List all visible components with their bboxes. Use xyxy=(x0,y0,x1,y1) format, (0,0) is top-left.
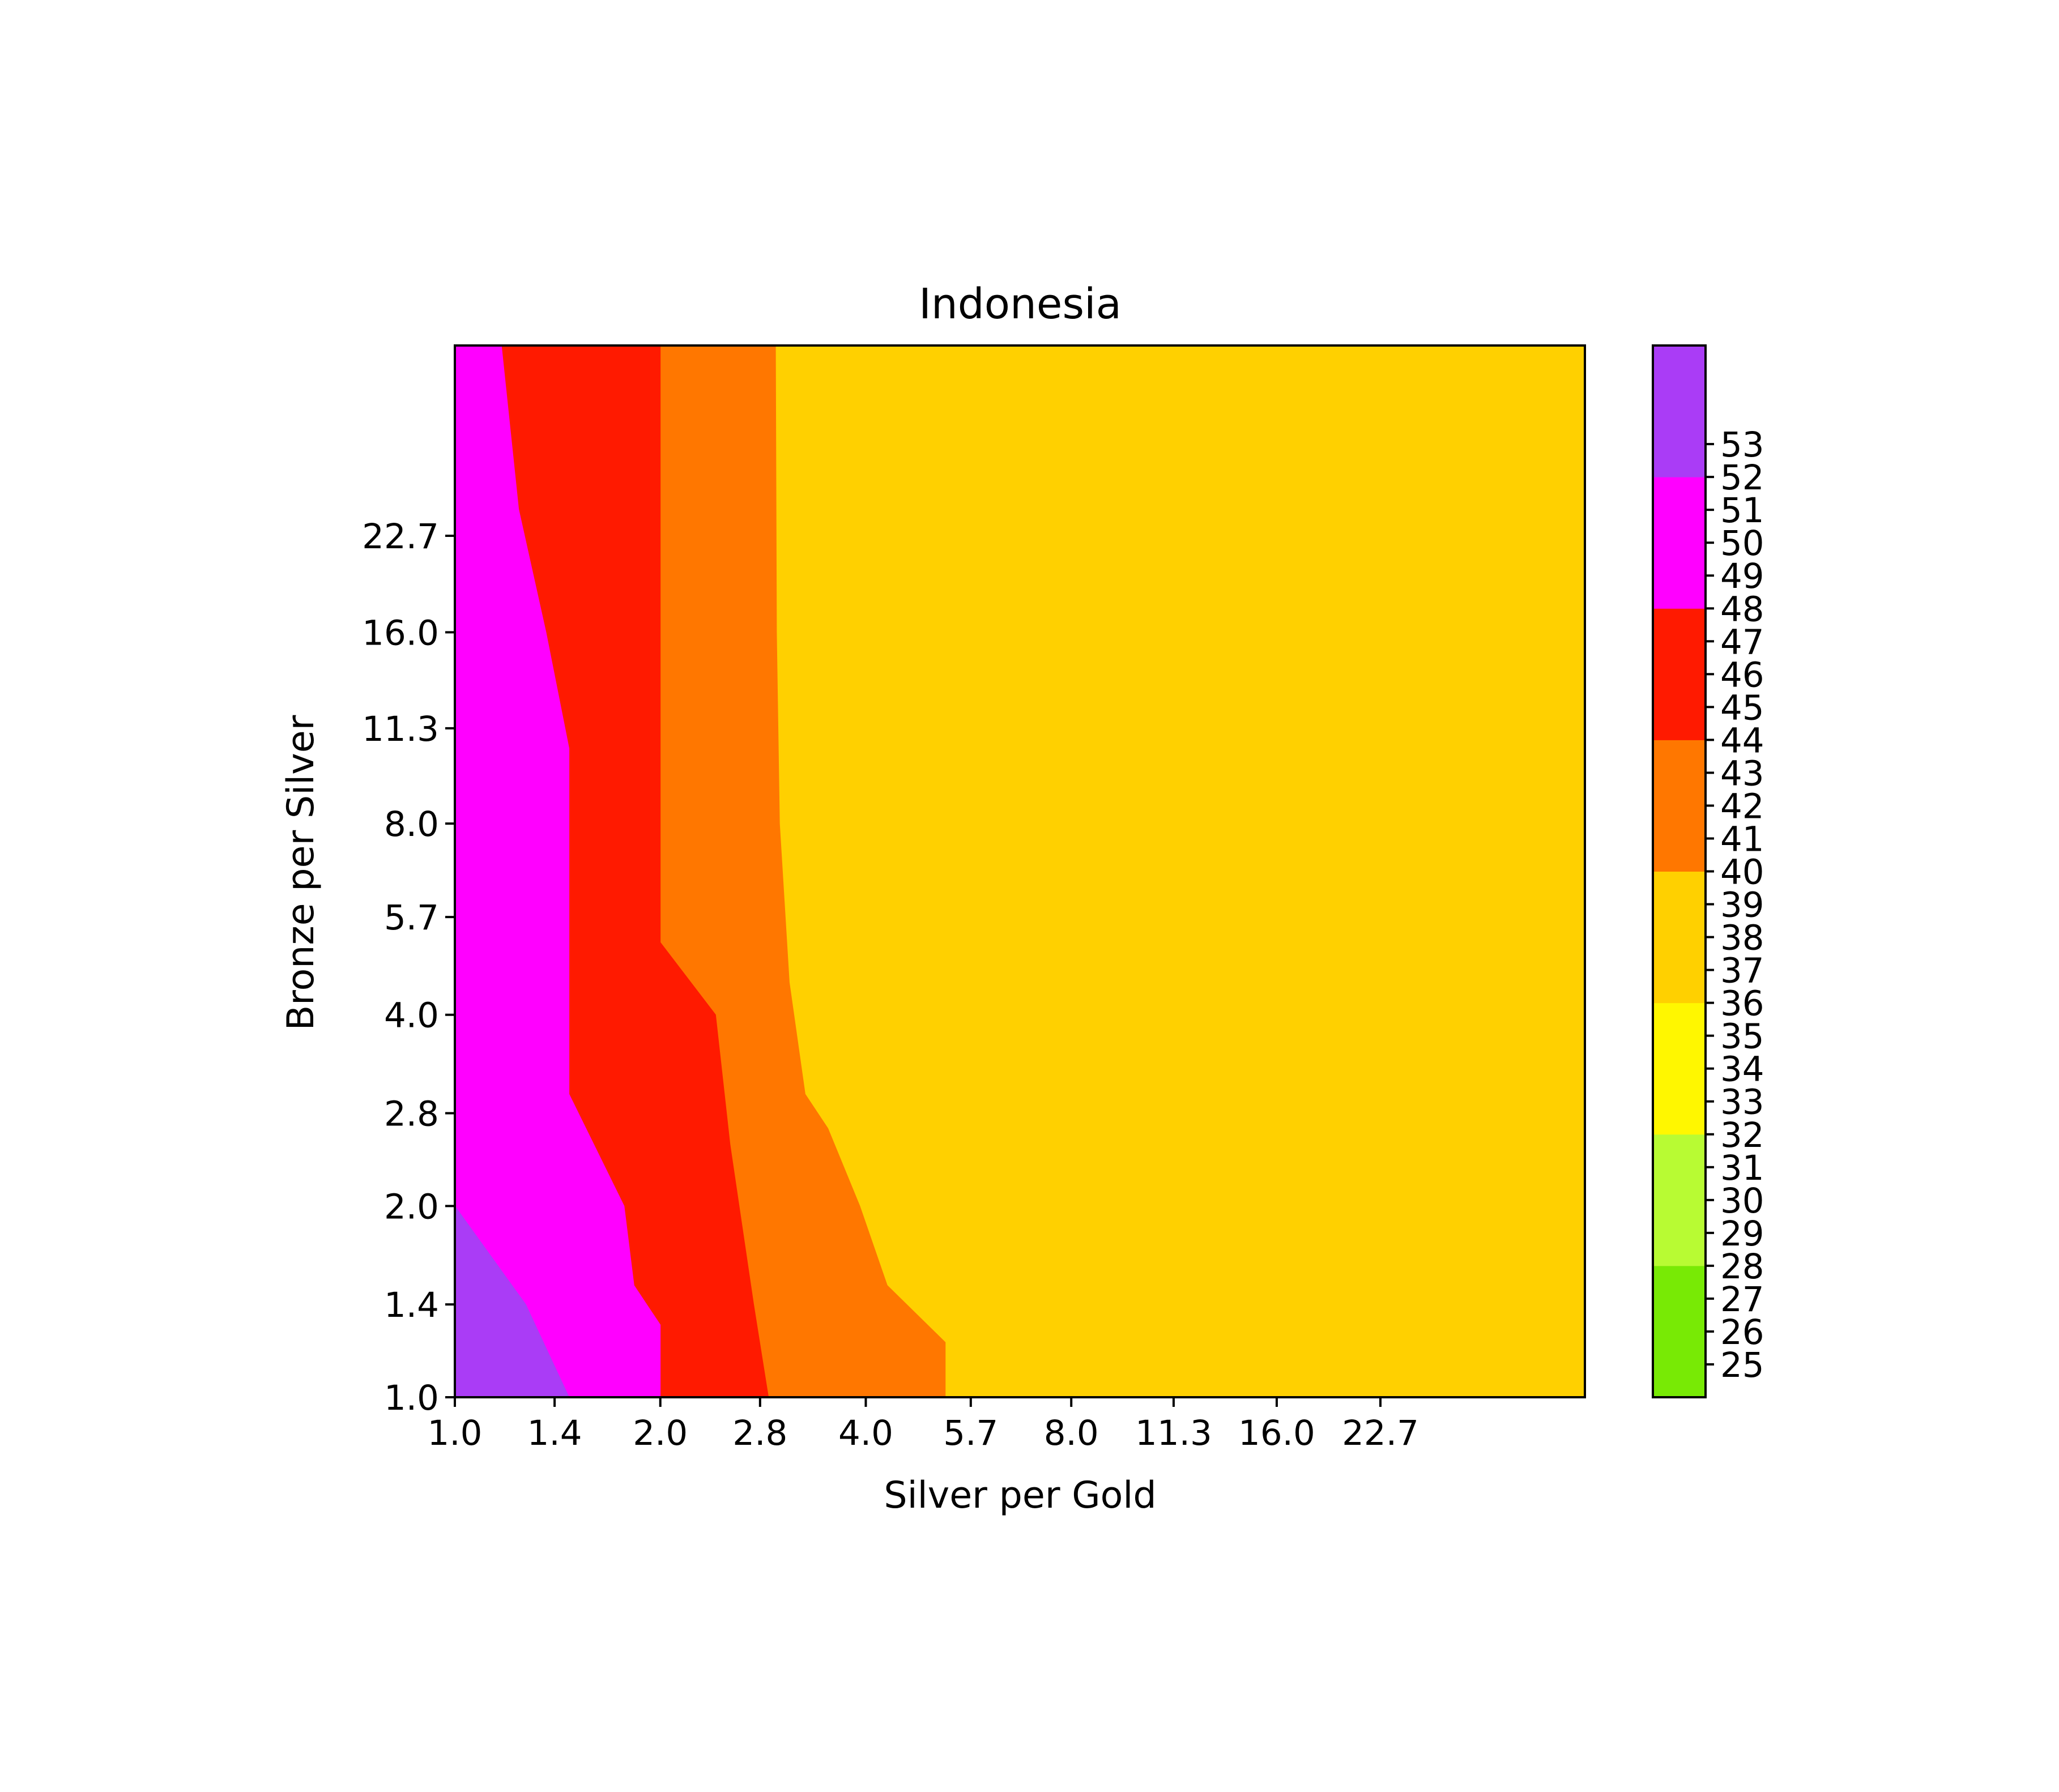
y-tick-label: 1.4 xyxy=(384,1285,439,1325)
colorbar-band-32-36 xyxy=(1653,1002,1706,1135)
y-axis-label: Bronze per Silver xyxy=(280,715,322,1030)
colorbar-tick-label: 27 xyxy=(1720,1279,1764,1320)
colorbar-tick-label: 44 xyxy=(1720,720,1764,761)
colorbar-band-48-52 xyxy=(1653,477,1706,609)
y-tick-label: 1.0 xyxy=(384,1378,439,1418)
colorbar: 2526272829303132333435363738394041424344… xyxy=(1652,344,1764,1398)
colorbar-tick-label: 34 xyxy=(1720,1049,1764,1090)
colorbar-band-52-56 xyxy=(1653,345,1706,477)
y-tick-label: 4.0 xyxy=(384,996,439,1036)
colorbar-tick-label: 53 xyxy=(1720,425,1764,465)
y-tick-label: 11.3 xyxy=(362,709,439,749)
colorbar-tick-label: 33 xyxy=(1720,1082,1764,1123)
colorbar-tick-label: 48 xyxy=(1720,589,1764,629)
colorbar-tick-label: 49 xyxy=(1720,556,1764,596)
colorbar-tick-label: 43 xyxy=(1720,753,1764,793)
x-tick-label: 5.7 xyxy=(943,1413,998,1453)
colorbar-band-44-48 xyxy=(1653,608,1706,740)
x-tick-label: 1.4 xyxy=(527,1413,582,1453)
x-axis-ticks: 1.0 1.4 2.0 2.8 4.0 5.7 8.0 11.3 16.0 22.7 xyxy=(427,1397,1419,1453)
colorbar-tick-label: 29 xyxy=(1720,1214,1764,1254)
colorbar-tick-label: 37 xyxy=(1720,951,1764,991)
colorbar-tick-label: 25 xyxy=(1720,1345,1764,1385)
colorbar-tick-label: 47 xyxy=(1720,622,1764,662)
colorbar-band-24-28 xyxy=(1653,1265,1706,1398)
colorbar-band-40-44 xyxy=(1653,740,1706,872)
colorbar-tick-label: 52 xyxy=(1720,458,1764,498)
colorbar-tick-label: 51 xyxy=(1720,490,1764,531)
y-tick-label: 5.7 xyxy=(384,898,439,938)
y-tick-label: 16.0 xyxy=(362,613,439,653)
colorbar-tick-label: 28 xyxy=(1720,1247,1764,1287)
x-tick-label: 22.7 xyxy=(1342,1413,1419,1453)
y-axis-ticks: 1.0 1.4 2.0 2.8 4.0 5.7 8.0 11.3 16.0 22.7 xyxy=(362,517,455,1418)
colorbar-tick-label: 46 xyxy=(1720,655,1764,695)
plot-area xyxy=(454,344,1586,1398)
y-tick-label: 2.8 xyxy=(384,1094,439,1134)
colorbar-tick-label: 31 xyxy=(1720,1148,1764,1188)
colorbar-tick-label: 42 xyxy=(1720,786,1764,826)
y-tick-label: 22.7 xyxy=(362,517,439,557)
colorbar-tick-label: 39 xyxy=(1720,885,1764,925)
x-tick-label: 2.8 xyxy=(732,1413,787,1453)
x-tick-label: 11.3 xyxy=(1135,1413,1212,1453)
colorbar-tick-label: 32 xyxy=(1720,1115,1764,1155)
plot-frame xyxy=(454,344,1586,1398)
x-tick-label: 4.0 xyxy=(838,1413,893,1453)
y-tick-label: 8.0 xyxy=(384,804,439,844)
x-tick-label: 16.0 xyxy=(1238,1413,1315,1453)
chart-title: Indonesia xyxy=(919,280,1122,328)
x-tick-label: 1.0 xyxy=(427,1413,482,1453)
x-axis-label: Silver per Gold xyxy=(884,1474,1156,1517)
colorbar-tick-label: 41 xyxy=(1720,819,1764,859)
colorbar-tick-label: 30 xyxy=(1720,1181,1764,1221)
colorbar-tick-label: 35 xyxy=(1720,1017,1764,1057)
x-tick-label: 8.0 xyxy=(1044,1413,1099,1453)
colorbar-tick-label: 50 xyxy=(1720,523,1764,564)
x-tick-label: 2.0 xyxy=(633,1413,688,1453)
colorbar-band-28-32 xyxy=(1653,1134,1706,1266)
colorbar-tick-label: 36 xyxy=(1720,984,1764,1024)
colorbar-tick-label: 38 xyxy=(1720,918,1764,958)
colorbar-band-36-40 xyxy=(1653,871,1706,1004)
colorbar-tick-label: 40 xyxy=(1720,852,1764,893)
colorbar-tick-label: 45 xyxy=(1720,688,1764,728)
y-tick-label: 2.0 xyxy=(384,1187,439,1227)
colorbar-tick-label: 26 xyxy=(1720,1312,1764,1352)
